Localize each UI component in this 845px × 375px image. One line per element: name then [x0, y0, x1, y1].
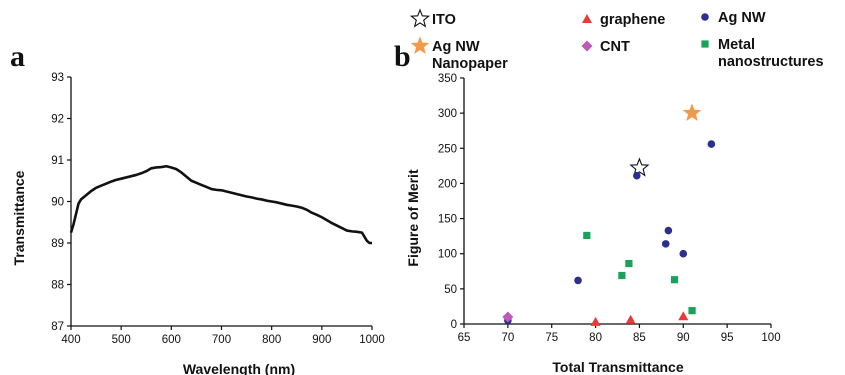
panel-b-plot-area: [502, 103, 716, 326]
panel-b-point-graphene: [678, 311, 689, 321]
panel-b-axes: 65 70 75 80 85 90 95 100 0 50 100 150 200 250 300 350: [438, 73, 781, 344]
panel-b-point-metal-nanostructures: [625, 259, 633, 268]
panel-b-x-tick-label: 70: [501, 332, 514, 344]
panel-b-point-graphene: [625, 314, 636, 324]
panel-a-x-tick-label: 500: [112, 334, 131, 346]
panel-b-xlabel: Total Transmittance: [552, 359, 683, 375]
panel-a-y-tick-label: 93: [51, 72, 64, 84]
panel-a-y-tick-label: 89: [51, 238, 64, 250]
panel-b-point-metal-nanostructures: [670, 276, 679, 284]
legend-label-ag-nw-nanopaper: Ag NW Nanopaper: [432, 39, 508, 72]
panel-a: a Transmittance Wavelength (nm) 400 500 60…: [10, 40, 385, 375]
panel-a-series-line-0: [69, 164, 372, 245]
legend-marker-metal-nanostructures: [701, 40, 709, 48]
panel-b-x-tick-label: 95: [721, 332, 734, 344]
panel-b-point-metal-nanostructures: [583, 231, 591, 240]
panel-b-y-tick-label: 250: [438, 143, 457, 155]
panel-b-y-tick-label: 350: [438, 73, 457, 85]
panel-b-point-graphene: [590, 316, 601, 326]
legend-label-cnt: CNT: [600, 39, 630, 55]
panel-a-plot-area: [69, 164, 372, 245]
panel-a-y-tick-label: 88: [51, 280, 64, 292]
panel-b-y-tick-label: 50: [444, 284, 457, 296]
panel-b-x-tick-label: 100: [761, 332, 780, 344]
panel-b-x-tick-label: 80: [589, 332, 602, 344]
panel-a-x-tick-label: 700: [212, 334, 231, 346]
panel-a-label: a: [10, 40, 25, 73]
panel-b-x-tick-label: 85: [633, 332, 646, 344]
panel-b-y-tick-label: 200: [438, 178, 457, 190]
panel-b-point-metal-nanostructures: [618, 271, 626, 280]
panel-b-x-tick-label: 90: [677, 332, 690, 344]
legend-marker-graphene: [582, 14, 592, 23]
panel-b-ylabel: Figure of Merit: [405, 169, 421, 267]
legend-marker-cnt: [581, 40, 593, 52]
panel-b: b Figure of Merit Total Transmittance 65…: [394, 8, 824, 375]
panel-b-legend: ITO graphene Ag NW Ag NW Nanopaper CNT Metal na…: [409, 8, 824, 72]
panel-a-y-tick-label: 91: [51, 155, 64, 167]
panel-b-y-tick-label: 150: [438, 214, 457, 226]
panel-b-point-metal-nanostructures: [688, 307, 696, 315]
panel-a-x-tick-label: 400: [61, 334, 80, 346]
panel-b-point-ito: [629, 157, 650, 177]
panel-b-x-tick-label: 75: [545, 332, 558, 344]
panel-b-point-ag-nw: [661, 240, 670, 248]
panel-b-point-ag-nw: [707, 140, 716, 148]
panel-b-label: b: [394, 40, 411, 73]
legend-marker-ito: [409, 8, 431, 28]
legend-label-graphene: graphene: [600, 12, 665, 28]
panel-a-ylabel: Transmittance: [11, 170, 27, 265]
panel-a-xlabel: Wavelength (nm): [183, 361, 295, 375]
legend-label-metal-nanostructures: Metal nanostructures: [718, 37, 824, 70]
panel-b-y-tick-label: 100: [438, 249, 457, 261]
panel-b-point-ag-nw: [679, 249, 688, 258]
legend-label-ito: ITO: [432, 12, 456, 28]
panel-b-point-ag-nw: [664, 226, 673, 235]
panel-a-x-tick-label: 1000: [359, 334, 385, 346]
panel-b-y-tick-label: 0: [451, 319, 457, 331]
panel-b-point-ag-nw-nanopaper: [682, 103, 702, 122]
panel-b-x-tick-label: 65: [458, 332, 471, 344]
panel-a-y-tick-label: 92: [51, 114, 64, 126]
panel-b-y-tick-label: 300: [438, 108, 457, 120]
panel-a-x-tick-label: 800: [262, 334, 281, 346]
panel-a-x-tick-label: 900: [312, 334, 331, 346]
panel-a-y-tick-label: 90: [51, 197, 64, 209]
panel-b-point-ag-nw: [632, 171, 641, 180]
panel-a-axes: 400 500 600 700 800 900 1000 87 88 89 90 91 92 93: [51, 72, 385, 346]
panel-b-point-cnt: [502, 311, 514, 323]
panel-a-y-tick-label: 87: [51, 321, 64, 333]
legend-label-ag-nw: Ag NW: [718, 10, 766, 26]
panel-b-point-ag-nw: [574, 276, 582, 285]
panel-a-x-tick-label: 600: [162, 334, 181, 346]
legend-marker-ag-nw: [701, 13, 709, 21]
legend-marker-ag-nw-nanopaper: [410, 36, 430, 54]
